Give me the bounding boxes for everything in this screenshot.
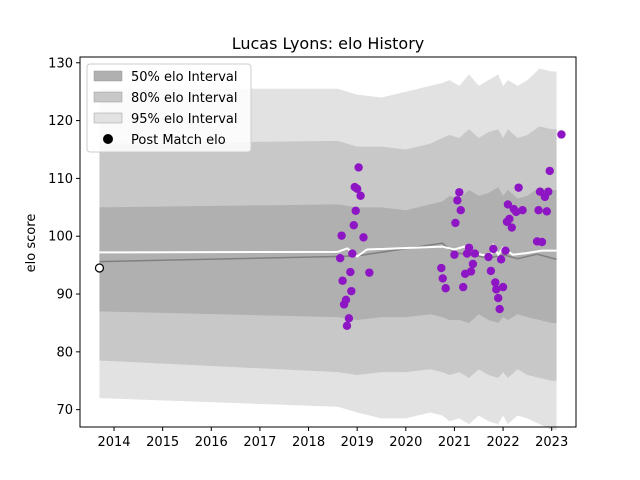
- legend-box: [86, 63, 252, 153]
- post-match-point: [514, 183, 523, 192]
- post-match-point: [518, 206, 527, 215]
- legend-label: 95% elo Interval: [131, 112, 238, 127]
- post-match-point: [451, 218, 460, 228]
- post-match-point: [544, 187, 553, 196]
- x-tick-label: 2020: [389, 435, 422, 450]
- post-match-point: [466, 267, 476, 276]
- post-match-point: [492, 285, 501, 294]
- x-tick-label: 2022: [487, 435, 520, 450]
- post-match-point: [484, 252, 493, 262]
- post-match-point: [557, 130, 566, 139]
- post-match-point: [437, 263, 446, 273]
- post-match-point: [505, 214, 514, 224]
- x-tick-label: 2016: [195, 435, 228, 450]
- post-match-point: [335, 253, 345, 263]
- legend-label: 50% elo Interval: [131, 70, 238, 85]
- y-axis-label: elo score: [24, 214, 39, 273]
- post-match-point: [545, 166, 554, 176]
- y-tick-label: 100: [48, 230, 73, 245]
- x-tick-label: 2021: [438, 435, 471, 450]
- legend-swatch: [93, 70, 123, 82]
- post-match-point: [486, 266, 496, 276]
- post-match-point: [489, 244, 498, 254]
- post-match-point: [346, 267, 355, 277]
- x-tick-label: 2017: [243, 435, 276, 450]
- post-match-point: [453, 196, 462, 205]
- post-match-point: [352, 184, 362, 194]
- post-match-point: [441, 284, 450, 293]
- post-match-point: [470, 249, 480, 258]
- x-tick-label: 2023: [535, 435, 568, 450]
- post-match-point: [464, 243, 474, 252]
- post-match-point: [458, 282, 468, 292]
- post-match-point: [356, 191, 365, 200]
- chart-title: Lucas Lyons: elo History: [232, 34, 425, 53]
- post-match-point: [365, 268, 374, 277]
- post-match-point: [468, 259, 478, 269]
- post-match-point: [354, 163, 363, 172]
- y-tick-label: 90: [56, 288, 73, 303]
- post-match-point: [491, 278, 500, 287]
- post-match-point: [450, 250, 459, 259]
- post-match-point: [349, 221, 358, 230]
- post-match-point: [359, 233, 368, 242]
- legend-label: Post Match elo: [131, 133, 226, 148]
- post-match-point: [496, 255, 506, 264]
- post-match-point: [537, 237, 547, 247]
- post-match-point: [495, 304, 504, 314]
- initial-elo-point: [94, 263, 105, 273]
- post-match-point: [493, 293, 503, 303]
- y-tick-label: 110: [48, 172, 73, 187]
- post-match-point: [455, 188, 464, 197]
- post-match-point: [501, 246, 510, 255]
- legend-label: 80% elo Interval: [131, 91, 238, 106]
- x-tick-label: 2018: [292, 435, 325, 450]
- legend-marker: [103, 134, 113, 144]
- plot-area: [94, 68, 566, 430]
- y-tick-label: 80: [56, 345, 73, 360]
- post-match-point: [348, 249, 357, 258]
- y-tick-label: 130: [48, 56, 73, 71]
- x-tick-label: 2019: [341, 435, 374, 450]
- post-match-point: [507, 223, 517, 232]
- post-match-point: [347, 286, 356, 296]
- post-match-point: [511, 207, 521, 217]
- post-match-point: [344, 314, 354, 323]
- legend-swatch: [93, 112, 123, 124]
- post-match-point: [498, 282, 508, 292]
- y-tick-label: 120: [48, 114, 73, 129]
- post-match-point: [438, 274, 447, 283]
- post-match-point: [456, 206, 465, 215]
- post-match-point: [351, 206, 360, 215]
- post-match-point: [337, 231, 346, 240]
- post-match-point: [338, 276, 347, 285]
- y-tick-label: 70: [56, 403, 73, 418]
- post-match-point: [342, 321, 352, 331]
- post-match-point: [542, 207, 552, 216]
- legend: 50% elo Interval 80% elo Interval 95% elo …: [86, 63, 252, 153]
- x-tick-label: 2015: [146, 435, 179, 450]
- post-match-point: [341, 295, 351, 305]
- legend-swatch: [93, 91, 123, 103]
- x-tick-label: 2014: [97, 435, 130, 450]
- axes-frame: [79, 56, 577, 428]
- axes: 2014 2015 2016 2017 2018 2019 2020 2021 2022 2023…: [48, 56, 577, 450]
- post-match-point: [503, 200, 513, 209]
- post-match-point: [534, 206, 543, 215]
